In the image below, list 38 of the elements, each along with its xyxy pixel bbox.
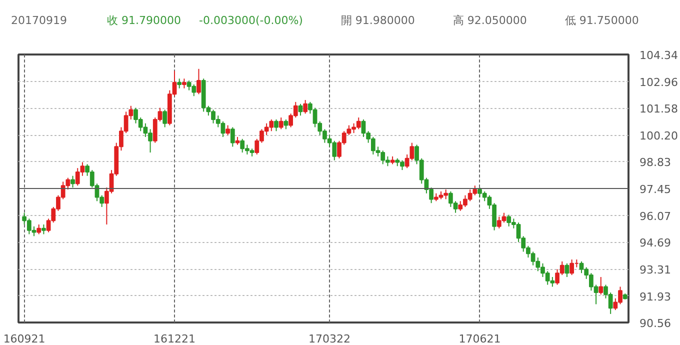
x-tick-label: 160921: [3, 332, 46, 345]
candlestick: [598, 276, 604, 295]
x-tick-label: 170621: [458, 332, 501, 345]
text: 收 91.790000: [107, 14, 181, 27]
y-tick-label: 100.20: [640, 130, 678, 143]
candlestick: [162, 109, 168, 128]
candlestick: [298, 103, 303, 116]
candlestick: [226, 124, 230, 136]
y-tick-label: 98.83: [640, 156, 671, 170]
y-tick-label: 97.45: [640, 183, 671, 196]
candlestick: [274, 118, 278, 132]
candlestick: [70, 175, 75, 188]
y-tick-label: 94.69: [640, 236, 671, 250]
x-tick-label: 161221: [154, 332, 196, 345]
y-tick-label: 96.07: [640, 210, 671, 223]
candlestick: [42, 224, 46, 235]
y-tick-label: 102.96: [640, 76, 678, 89]
text: 高 92.050000: [452, 14, 527, 27]
candlestick: [303, 100, 308, 114]
text: 低 91.750000: [564, 14, 639, 27]
candlestick: [196, 68, 201, 95]
candlestick: [36, 224, 42, 235]
y-tick-label: 101.58: [640, 102, 678, 116]
y-tick-label: 104.34: [640, 49, 678, 62]
candlestick: [182, 78, 186, 89]
chart-title: 20170919: [11, 14, 67, 27]
candlestick: [284, 118, 288, 130]
candlestick: [230, 126, 235, 148]
text: 開 91.980000: [340, 14, 415, 27]
y-tick-label: 90.56: [640, 317, 671, 330]
text: -0.003000(-0.00%): [198, 14, 303, 27]
candlestick: [278, 117, 284, 130]
x-tick-label: 170322: [308, 332, 351, 345]
candlestick: [570, 258, 574, 276]
candlestick: [564, 262, 570, 278]
y-tick-label: 91.93: [640, 290, 671, 304]
candlestick: [177, 78, 182, 89]
y-tick-label: 93.31: [640, 264, 671, 277]
